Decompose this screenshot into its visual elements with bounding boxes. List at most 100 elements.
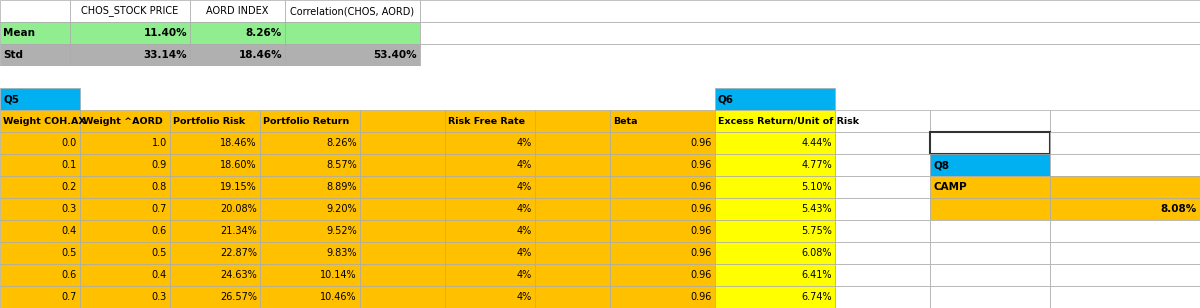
- Bar: [70, 44, 190, 66]
- Text: 20.08%: 20.08%: [221, 204, 257, 214]
- Text: CHOS_STOCK PRICE: CHOS_STOCK PRICE: [82, 6, 179, 16]
- Bar: [535, 154, 610, 176]
- Bar: [1050, 198, 1200, 220]
- Text: Portfolio Return: Portfolio Return: [263, 116, 349, 125]
- Bar: [360, 154, 445, 176]
- Bar: [610, 264, 715, 286]
- Bar: [80, 154, 170, 176]
- Bar: [0, 198, 80, 220]
- Text: 4%: 4%: [517, 226, 532, 236]
- Bar: [835, 286, 930, 308]
- Bar: [835, 198, 930, 220]
- Bar: [360, 132, 445, 154]
- Bar: [0, 22, 70, 44]
- Bar: [0, 286, 80, 308]
- Text: 6.08%: 6.08%: [802, 248, 832, 258]
- Text: 0.6: 0.6: [61, 270, 77, 280]
- Bar: [1050, 154, 1200, 176]
- Bar: [360, 286, 445, 308]
- Bar: [80, 198, 170, 220]
- Text: 0.96: 0.96: [691, 204, 712, 214]
- Bar: [420, 44, 1200, 66]
- Bar: [535, 264, 610, 286]
- Text: 18.60%: 18.60%: [221, 160, 257, 170]
- Bar: [1050, 220, 1200, 242]
- Text: 0.8: 0.8: [151, 182, 167, 192]
- Bar: [835, 110, 930, 132]
- Bar: [170, 198, 260, 220]
- Text: 0.4: 0.4: [151, 270, 167, 280]
- Text: 4%: 4%: [517, 138, 532, 148]
- Text: Std: Std: [2, 50, 23, 60]
- Text: 8.26%: 8.26%: [326, 138, 358, 148]
- Bar: [535, 242, 610, 264]
- Text: 53.40%: 53.40%: [373, 50, 418, 60]
- Bar: [445, 242, 535, 264]
- Text: Weight ^AORD: Weight ^AORD: [83, 116, 163, 125]
- Bar: [715, 242, 835, 264]
- Bar: [80, 242, 170, 264]
- Text: 0.2: 0.2: [61, 182, 77, 192]
- Bar: [286, 22, 420, 44]
- Text: Mean: Mean: [2, 28, 35, 38]
- Bar: [70, 22, 190, 44]
- Bar: [286, 0, 420, 22]
- Text: 0.96: 0.96: [691, 182, 712, 192]
- Text: 4%: 4%: [517, 270, 532, 280]
- Bar: [420, 0, 1200, 22]
- Text: 0.96: 0.96: [691, 270, 712, 280]
- Bar: [260, 110, 360, 132]
- Bar: [1050, 242, 1200, 264]
- Text: 4%: 4%: [517, 292, 532, 302]
- Text: 0.96: 0.96: [691, 160, 712, 170]
- Text: 9.20%: 9.20%: [326, 204, 358, 214]
- Bar: [260, 132, 360, 154]
- Bar: [260, 220, 360, 242]
- Bar: [445, 198, 535, 220]
- Bar: [1050, 110, 1200, 132]
- Bar: [930, 220, 1050, 242]
- Bar: [835, 242, 930, 264]
- Text: 26.57%: 26.57%: [220, 292, 257, 302]
- Text: 5.10%: 5.10%: [802, 182, 832, 192]
- Bar: [0, 154, 80, 176]
- Text: 4%: 4%: [517, 204, 532, 214]
- Bar: [610, 110, 715, 132]
- Bar: [0, 44, 70, 66]
- Text: 0.96: 0.96: [691, 226, 712, 236]
- Bar: [260, 286, 360, 308]
- Text: 5.43%: 5.43%: [802, 204, 832, 214]
- Text: 11.40%: 11.40%: [143, 28, 187, 38]
- Bar: [930, 132, 1050, 154]
- Text: AORD INDEX: AORD INDEX: [206, 6, 269, 16]
- Text: 4%: 4%: [517, 182, 532, 192]
- Text: 9.83%: 9.83%: [326, 248, 358, 258]
- Bar: [260, 176, 360, 198]
- Bar: [445, 110, 535, 132]
- Bar: [0, 88, 1200, 110]
- Text: 0.7: 0.7: [61, 292, 77, 302]
- Bar: [715, 286, 835, 308]
- Bar: [535, 176, 610, 198]
- Text: 8.08%: 8.08%: [1160, 204, 1198, 214]
- Text: Excess Return/Unit of Risk: Excess Return/Unit of Risk: [718, 116, 859, 125]
- Bar: [286, 44, 420, 66]
- Text: 6.41%: 6.41%: [802, 270, 832, 280]
- Text: 0.96: 0.96: [691, 138, 712, 148]
- Bar: [360, 176, 445, 198]
- Text: Beta: Beta: [613, 116, 637, 125]
- Text: 0.1: 0.1: [61, 160, 77, 170]
- Bar: [0, 176, 80, 198]
- Bar: [0, 110, 80, 132]
- Bar: [80, 110, 170, 132]
- Bar: [715, 132, 835, 154]
- Bar: [80, 264, 170, 286]
- Text: 18.46%: 18.46%: [221, 138, 257, 148]
- Text: Risk Free Rate: Risk Free Rate: [448, 116, 526, 125]
- Text: Q5: Q5: [2, 94, 19, 104]
- Bar: [170, 242, 260, 264]
- Text: 0.9: 0.9: [151, 160, 167, 170]
- Text: CAMP: CAMP: [934, 182, 967, 192]
- Text: Portfolio Risk: Portfolio Risk: [173, 116, 245, 125]
- Bar: [80, 176, 170, 198]
